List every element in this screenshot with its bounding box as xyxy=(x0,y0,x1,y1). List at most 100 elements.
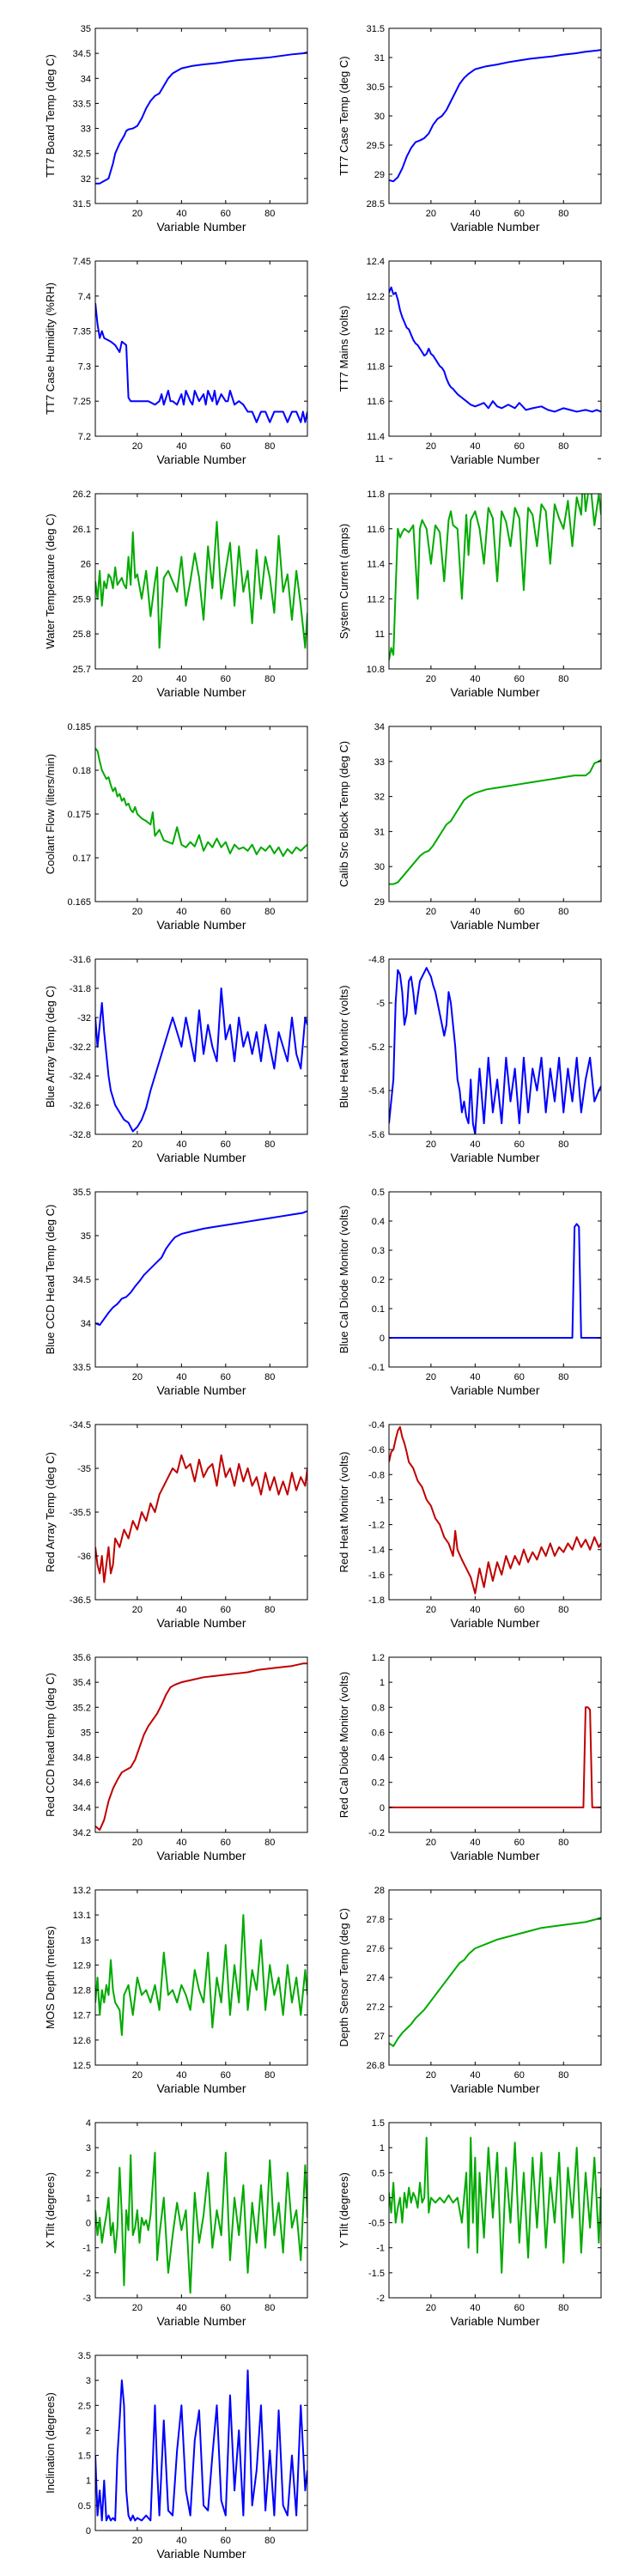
y-axis-label: Water Temperature (deg C) xyxy=(44,513,57,649)
y-tick-label: -35 xyxy=(77,1464,91,1474)
y-tick-label: 27.6 xyxy=(367,1944,385,1954)
y-tick-label: 7.3 xyxy=(78,361,91,372)
y-tick-label: 27.2 xyxy=(367,2002,385,2013)
y-tick-label: 0 xyxy=(86,2526,91,2537)
y-tick-label: 27 xyxy=(374,2032,385,2042)
plot-frame xyxy=(388,1889,602,2066)
x-tick-label: 40 xyxy=(176,1372,186,1382)
x-axis-label: Variable Number xyxy=(156,1849,246,1862)
y-tick-label: -36.5 xyxy=(70,1595,91,1606)
y-tick-label: 0.3 xyxy=(372,1246,385,1256)
y-tick-label: -1 xyxy=(376,2244,385,2254)
y-tick-label: 0.5 xyxy=(78,2501,91,2512)
x-tick-label: 20 xyxy=(426,1372,436,1382)
y-tick-label: 30 xyxy=(374,862,385,872)
x-tick-label: 20 xyxy=(132,2070,143,2081)
y-tick-label: 7.2 xyxy=(78,432,91,442)
y-tick-label: 0.1 xyxy=(372,1304,385,1315)
x-tick-label: 80 xyxy=(264,2070,275,2081)
x-tick-label: 20 xyxy=(132,674,143,684)
y-tick-label: 34.4 xyxy=(73,1803,91,1814)
x-tick-label: 20 xyxy=(426,907,436,917)
x-tick-label: 20 xyxy=(426,209,436,219)
x-tick-label: 40 xyxy=(470,209,480,219)
x-tick-label: 60 xyxy=(221,209,231,219)
y-tick-label: 28 xyxy=(374,1886,385,1896)
x-tick-label: 60 xyxy=(221,674,231,684)
x-tick-label: 20 xyxy=(426,1139,436,1150)
y-tick-label: 34 xyxy=(374,722,385,732)
y-tick-label: -32.8 xyxy=(70,1130,91,1140)
y-tick-label: 0 xyxy=(380,2193,385,2203)
series-line xyxy=(389,1425,601,1595)
x-tick-label: 20 xyxy=(426,674,436,684)
y-tick-label: 35 xyxy=(81,1728,91,1738)
plot-frame xyxy=(388,958,602,1135)
plot-frame xyxy=(388,726,602,902)
y-tick-label: 0 xyxy=(380,1334,385,1344)
y-tick-label: 13 xyxy=(81,1935,91,1946)
x-tick-label: 60 xyxy=(514,2070,525,2081)
y-axis-label: TT7 Board Temp (deg C) xyxy=(44,54,57,178)
plot-frame xyxy=(94,27,308,204)
y-tick-label: -36 xyxy=(77,1552,91,1562)
y-tick-label: 29.5 xyxy=(367,141,385,151)
x-axis-label: Variable Number xyxy=(450,2314,539,2328)
y-tick-label: -2 xyxy=(82,2269,91,2279)
x-tick-label: 80 xyxy=(558,1605,568,1615)
y-axis-label: Blue Array Temp (deg C) xyxy=(44,986,57,1108)
x-axis-label: Variable Number xyxy=(156,220,246,234)
y-axis-label: Coolant Flow (liters/min) xyxy=(44,754,57,874)
x-tick-label: 60 xyxy=(514,2303,525,2313)
y-tick-label: 29 xyxy=(374,897,385,908)
x-tick-label: 40 xyxy=(176,2303,186,2313)
y-tick-label: -35.5 xyxy=(70,1508,91,1518)
chart-panel-21: 20 40 60 80 0 0.5 1 1.5 2 2.5 3 3.5 Variable Number I… xyxy=(44,2351,308,2561)
y-tick-label: 32 xyxy=(374,793,385,803)
y-tick-label: 32.5 xyxy=(73,149,91,160)
plot-frame xyxy=(388,493,602,670)
y-tick-label: 35 xyxy=(81,1231,91,1242)
x-tick-label: 40 xyxy=(176,2536,186,2546)
x-tick-label: 20 xyxy=(426,1838,436,1848)
plot-frame xyxy=(388,260,602,437)
y-tick-label: 10.8 xyxy=(367,665,385,675)
plot-frame xyxy=(388,2122,602,2299)
y-tick-label: 0.8 xyxy=(372,1703,385,1713)
y-tick-label: -1.4 xyxy=(368,1546,385,1556)
plot-frame xyxy=(94,726,308,902)
y-axis-label: Blue CCD Head Temp (deg C) xyxy=(44,1205,57,1355)
y-tick-label: 11 xyxy=(375,629,385,640)
y-tick-label: 35 xyxy=(81,24,91,34)
x-tick-label: 40 xyxy=(470,2303,480,2313)
y-tick-label: -5 xyxy=(376,999,385,1009)
y-tick-label: 25.9 xyxy=(73,594,91,605)
y-tick-label: 0.185 xyxy=(67,722,91,732)
x-tick-label: 20 xyxy=(426,441,436,452)
y-tick-label: 0 xyxy=(86,2219,91,2229)
x-tick-label: 80 xyxy=(264,209,275,219)
y-tick-label: 29 xyxy=(374,170,385,180)
y-tick-label: -5.6 xyxy=(368,1130,385,1140)
y-tick-label: 12.6 xyxy=(73,2036,91,2046)
chart-panel-4: 20 40 60 80 11.4 11.6 11.8 12 12.2 12.4 Variable N… xyxy=(337,257,602,466)
x-axis-label: Variable Number xyxy=(156,1151,246,1164)
x-axis-label: Variable Number xyxy=(156,918,246,932)
y-tick-label: 0.17 xyxy=(73,854,91,864)
x-tick-label: 80 xyxy=(558,907,568,917)
y-tick-label: -3 xyxy=(82,2293,91,2304)
y-tick-label: 30.5 xyxy=(367,82,385,93)
y-tick-label: -0.4 xyxy=(368,1420,385,1431)
x-tick-label: 20 xyxy=(132,209,143,219)
y-tick-label: 7.25 xyxy=(73,397,91,407)
x-tick-label: 40 xyxy=(176,441,186,452)
series-line xyxy=(95,747,307,857)
y-tick-label: 11 xyxy=(375,454,385,465)
y-axis-label: Inclination (degrees) xyxy=(44,2392,57,2494)
x-tick-label: 20 xyxy=(426,2303,436,2313)
y-axis-label: MOS Depth (meters) xyxy=(44,1926,57,2029)
x-axis-label: Variable Number xyxy=(450,220,539,234)
x-tick-label: 40 xyxy=(470,1139,480,1150)
x-tick-label: 40 xyxy=(470,1838,480,1848)
y-tick-label: -32.6 xyxy=(70,1101,91,1111)
